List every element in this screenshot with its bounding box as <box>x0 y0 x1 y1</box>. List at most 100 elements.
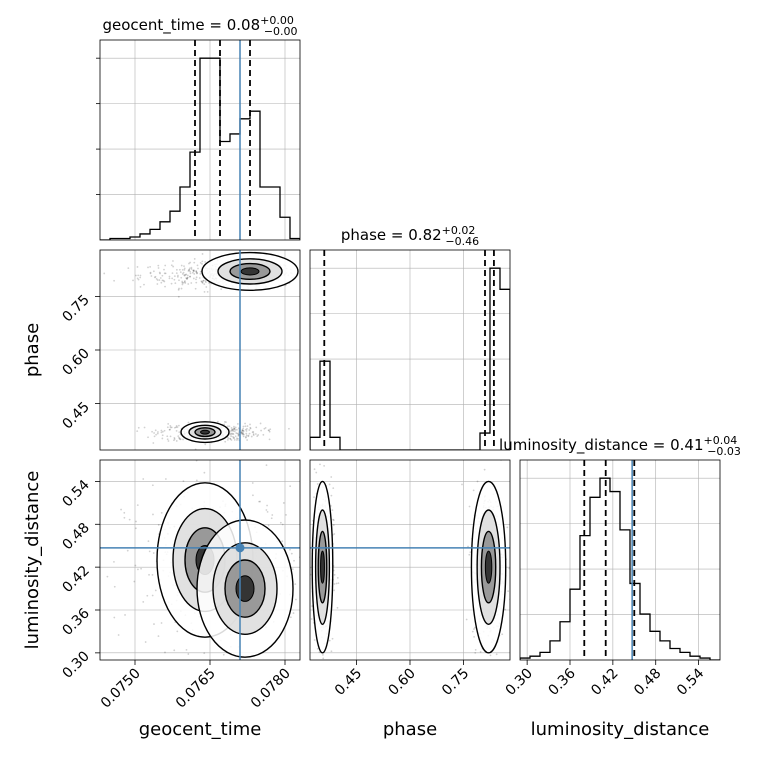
scatter-point <box>234 428 237 431</box>
y-tick-label-luminosity_distance: 0.42 <box>59 563 92 596</box>
scatter-point <box>230 439 233 441</box>
scatter-point <box>183 281 186 283</box>
scatter-point <box>330 494 333 497</box>
scatter-point <box>242 433 245 435</box>
scatter-point <box>161 437 164 440</box>
scatter-point <box>189 261 192 264</box>
scatter-point <box>106 575 109 578</box>
scatter-point <box>229 437 232 440</box>
scatter-point <box>187 270 190 272</box>
scatter-point <box>156 279 159 281</box>
scatter-point <box>186 277 188 280</box>
hist-step-luminosity_distance <box>520 477 720 660</box>
scatter-point <box>186 276 189 279</box>
scatter-point <box>186 276 189 279</box>
scatter-point <box>246 439 249 441</box>
scatter-point <box>236 428 238 431</box>
scatter-point <box>483 468 486 471</box>
scatter-point <box>267 429 270 432</box>
scatter-point <box>149 265 152 268</box>
scatter-point <box>331 509 334 512</box>
scatter-point <box>235 432 238 434</box>
scatter-point <box>288 427 290 430</box>
scatter-point <box>193 258 196 260</box>
scatter-point <box>176 426 179 429</box>
scatter-point <box>45 560 47 562</box>
scatter-point <box>501 633 504 636</box>
scatter-point <box>229 433 232 436</box>
scatter-point <box>157 431 159 433</box>
scatter-point <box>103 272 106 275</box>
scatter-point <box>205 281 207 284</box>
hist-panel-phase <box>310 250 510 450</box>
scatter-point <box>185 648 188 651</box>
scatter-point <box>152 513 154 516</box>
scatter-point <box>316 483 319 485</box>
scatter-point <box>201 282 204 284</box>
scatter-point <box>242 430 245 433</box>
scatter-point <box>204 261 207 263</box>
scatter-point <box>229 438 232 440</box>
scatter-point <box>201 280 203 283</box>
scatter-point <box>156 283 159 285</box>
scatter-point <box>232 433 235 436</box>
scatter-point <box>335 582 338 585</box>
scatter-point <box>152 270 155 273</box>
scatter-point <box>177 288 180 291</box>
scatter-point <box>124 614 126 616</box>
scatter-point <box>117 634 120 636</box>
scatter-point <box>197 267 199 270</box>
scatter-point <box>173 438 176 440</box>
y-tick-label-luminosity_distance: 0.30 <box>59 648 92 681</box>
scatter-point <box>227 437 230 440</box>
hist-frame-phase <box>309 249 511 451</box>
panel-2d-geocent_time-phase <box>100 250 300 450</box>
scatter-point <box>332 518 334 521</box>
scatter-point <box>149 272 152 275</box>
scatter-point <box>167 423 170 425</box>
scatter-point <box>126 549 129 552</box>
panel-title-sup: +0.00 <box>260 14 294 27</box>
scatter-point <box>473 636 475 638</box>
scatter-point <box>190 282 193 284</box>
scatter-point <box>181 268 184 271</box>
scatter-point <box>185 273 188 276</box>
scatter-point <box>148 550 151 553</box>
scatter-point <box>249 423 251 426</box>
hist-step-phase <box>310 267 510 450</box>
scatter-point <box>468 553 471 556</box>
scatter-point <box>151 573 154 576</box>
scatter-point <box>246 427 248 430</box>
scatter-point <box>164 272 167 275</box>
scatter-point <box>266 504 268 507</box>
scatter-point <box>190 266 193 269</box>
scatter-point <box>79 551 81 553</box>
y-tick-label-luminosity_distance: 0.48 <box>59 520 92 553</box>
scatter-point <box>159 272 161 275</box>
scatter-point <box>468 505 471 508</box>
scatter-point <box>182 480 185 483</box>
scatter-point <box>151 484 154 487</box>
scatter-point <box>195 479 198 482</box>
x-tick-label-luminosity_distance: 0.30 <box>503 666 536 699</box>
scatter-point <box>160 281 163 284</box>
scatter-point <box>178 438 181 441</box>
scatter-point <box>206 290 209 293</box>
scatter-point <box>157 681 159 683</box>
scatter-point <box>230 435 233 438</box>
scatter-point <box>310 618 313 620</box>
scatter-point <box>223 421 226 423</box>
scatter-point <box>240 432 243 435</box>
y-tick-label-phase: 0.45 <box>59 399 92 432</box>
scatter-point <box>184 280 186 282</box>
scatter-point <box>258 500 260 503</box>
scatter-point <box>237 669 239 671</box>
scatter-point <box>154 275 157 278</box>
scatter-point <box>182 438 184 441</box>
scatter-point <box>146 594 149 597</box>
scatter-point <box>311 604 313 606</box>
scatter-point <box>295 598 297 601</box>
scatter-point <box>139 276 142 279</box>
scatter-point <box>166 426 169 429</box>
scatter-point <box>332 487 335 489</box>
